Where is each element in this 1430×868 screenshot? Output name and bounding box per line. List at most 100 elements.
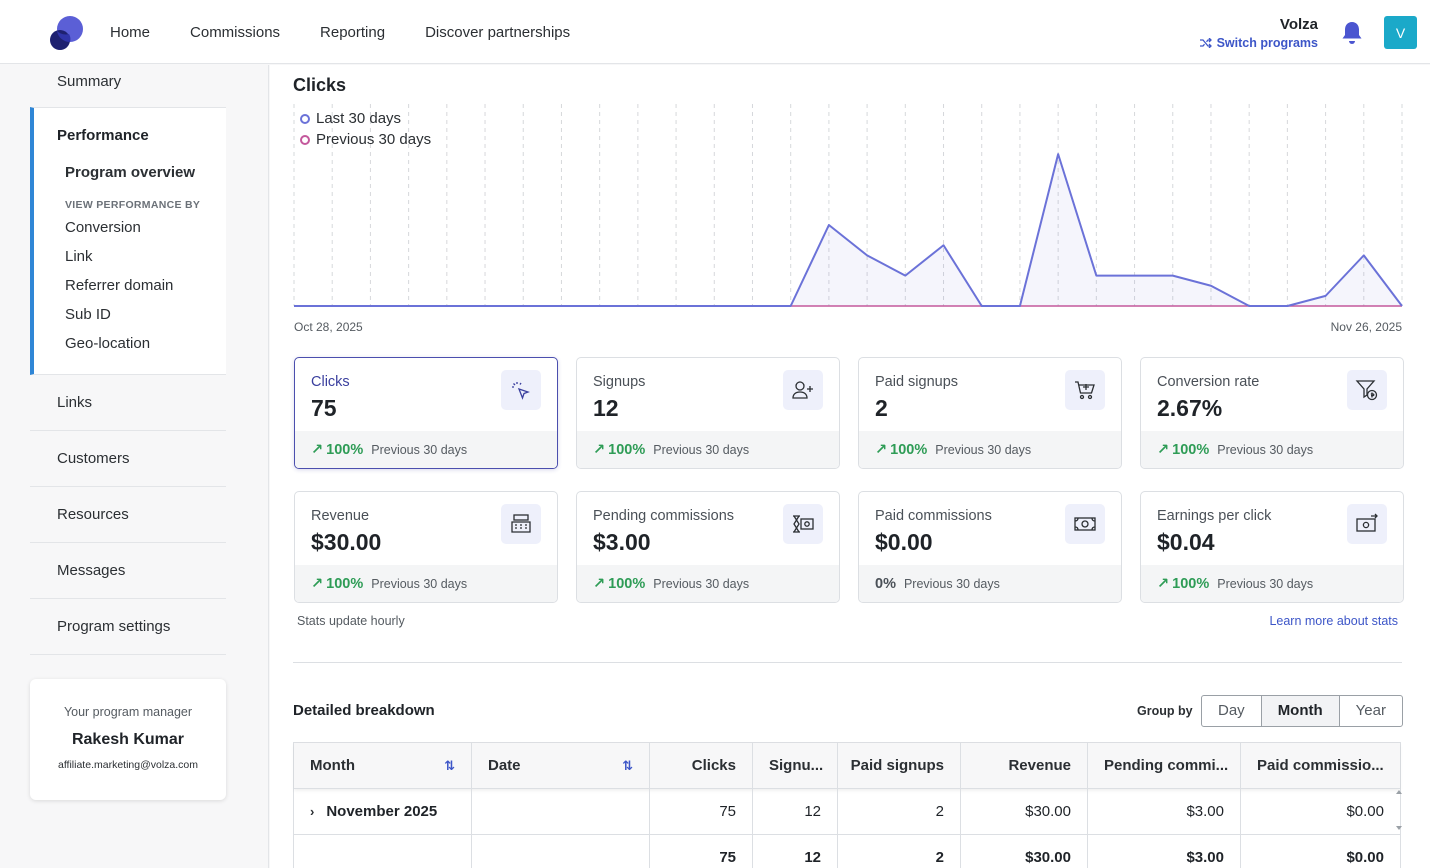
sidebar-item-links[interactable]: Links xyxy=(30,375,226,431)
data-point[interactable] xyxy=(902,273,908,279)
stat-card-revenue[interactable]: Revenue $30.00 ↗ 100% Previous 30 days xyxy=(294,491,558,603)
sidebar-item-performance[interactable]: Performance xyxy=(57,127,149,144)
data-point[interactable] xyxy=(1208,283,1214,289)
stat-change-value: 0% xyxy=(875,575,896,592)
data-point[interactable] xyxy=(1170,273,1176,279)
nav-reporting[interactable]: Reporting xyxy=(320,23,386,41)
group-by-day[interactable]: Day xyxy=(1202,696,1262,726)
data-point[interactable] xyxy=(1323,293,1329,299)
data-point[interactable] xyxy=(1017,303,1023,309)
col-header-revenue[interactable]: Revenue xyxy=(961,743,1088,788)
col-header-clicks[interactable]: Clicks xyxy=(650,743,753,788)
col-header-paid-commissions[interactable]: Paid commissio... xyxy=(1257,757,1384,774)
cell-date xyxy=(472,835,650,868)
data-point[interactable] xyxy=(520,303,526,309)
stat-card-conversion-rate[interactable]: Conversion rate 2.67% ↗ 100% Previous 30 … xyxy=(1140,357,1404,469)
user-avatar[interactable]: V xyxy=(1384,16,1417,49)
cell-date xyxy=(472,789,650,834)
group-by-month[interactable]: Month xyxy=(1261,696,1340,726)
group-by-year[interactable]: Year xyxy=(1355,702,1386,719)
sidebar-item-conversion[interactable]: Conversion xyxy=(65,219,141,236)
legend-dot-last xyxy=(300,113,310,124)
data-point[interactable] xyxy=(1246,303,1252,309)
data-point[interactable] xyxy=(749,303,755,309)
data-point[interactable] xyxy=(1055,151,1061,157)
arrow-up-right-icon: ↗ xyxy=(1157,441,1170,458)
data-point[interactable] xyxy=(788,303,794,309)
data-point[interactable] xyxy=(558,303,564,309)
data-point[interactable] xyxy=(1132,273,1138,279)
stat-card-clicks[interactable]: Clicks 75 ↗ 100% Previous 30 days xyxy=(294,357,558,469)
group-by-label: Group by xyxy=(1137,704,1193,718)
col-header-paid-signups[interactable]: Paid signups xyxy=(838,743,961,788)
data-point[interactable] xyxy=(711,303,717,309)
sidebar-item-referrer-domain[interactable]: Referrer domain xyxy=(65,277,174,294)
stat-value: $3.00 xyxy=(593,529,651,555)
sidebar-item-sub-id[interactable]: Sub ID xyxy=(65,306,111,323)
sidebar-item-link[interactable]: Link xyxy=(65,248,93,265)
table-total-row: 75 12 2 $30.00 $3.00 $0.00 xyxy=(294,835,1400,868)
stat-card-earnings-per-click[interactable]: Earnings per click $0.04 ↗ 100% Previous … xyxy=(1140,491,1404,603)
stat-footer: ↗ 100% Previous 30 days xyxy=(295,431,557,468)
nav-home[interactable]: Home xyxy=(110,23,151,41)
sidebar-item-customers[interactable]: Customers xyxy=(30,431,226,487)
sidebar-item-messages[interactable]: Messages xyxy=(30,543,226,599)
col-header-pending-commissions[interactable]: Pending commi... xyxy=(1088,743,1241,788)
table-row[interactable]: › November 2025 75 12 2 $30.00 $3.00 $0.0… xyxy=(294,789,1400,835)
data-point[interactable] xyxy=(444,303,450,309)
stat-card-paid-commissions[interactable]: Paid commissions $0.00 0% Previous 30 da… xyxy=(858,491,1122,603)
sidebar-item-geo-location[interactable]: Geo-location xyxy=(65,335,151,352)
data-point[interactable] xyxy=(329,303,335,309)
data-point[interactable] xyxy=(293,303,297,309)
sidebar-item-program-overview[interactable]: Program overview xyxy=(65,164,196,181)
click-icon xyxy=(501,370,541,410)
data-point[interactable] xyxy=(1093,273,1099,279)
bell-icon[interactable] xyxy=(1340,20,1364,46)
stat-card-signups[interactable]: Signups 12 ↗ 100% Previous 30 days xyxy=(576,357,840,469)
data-point[interactable] xyxy=(864,252,870,258)
legend-previous-30[interactable]: Previous 30 days xyxy=(300,129,431,150)
chevron-right-icon[interactable]: › xyxy=(310,804,315,819)
data-point[interactable] xyxy=(482,303,488,309)
arrow-up-right-icon: ↗ xyxy=(311,441,324,458)
stat-card-pending-commissions[interactable]: Pending commissions $3.00 ↗ 100% Previous… xyxy=(576,491,840,603)
cart-plus-icon xyxy=(1065,370,1105,410)
stat-change: ↗ 100% xyxy=(593,442,645,458)
legend-last-30[interactable]: Last 30 days xyxy=(300,108,431,129)
total-clicks: 75 xyxy=(650,835,753,868)
switch-programs-link[interactable]: Switch programs xyxy=(1199,36,1318,50)
sidebar-item-summary[interactable]: Summary xyxy=(57,73,122,90)
data-point[interactable] xyxy=(1361,252,1367,258)
sidebar-item-resources[interactable]: Resources xyxy=(30,487,226,543)
data-point[interactable] xyxy=(941,242,947,248)
stat-label: Earnings per click xyxy=(1157,508,1272,524)
stat-label: Conversion rate xyxy=(1157,374,1260,390)
sort-icon[interactable]: ⇅ xyxy=(444,757,455,773)
col-header-date[interactable]: Date ⇅ xyxy=(472,743,650,788)
data-point[interactable] xyxy=(673,303,679,309)
data-point[interactable] xyxy=(367,303,373,309)
col-header-month[interactable]: Month ⇅ xyxy=(294,743,472,788)
program-manager-email[interactable]: affiliate.marketing@volza.com xyxy=(57,759,199,771)
sidebar-item-program-settings[interactable]: Program settings xyxy=(30,599,226,655)
data-point[interactable] xyxy=(406,303,412,309)
stat-footer: ↗ 100% Previous 30 days xyxy=(859,431,1121,468)
data-point[interactable] xyxy=(979,303,985,309)
table-header-row: Month ⇅ Date ⇅ Clicks Signu... Paid signup… xyxy=(294,743,1400,789)
app-logo[interactable] xyxy=(48,12,86,52)
data-point[interactable] xyxy=(826,222,832,228)
cell-signups: 12 xyxy=(753,789,838,834)
data-point[interactable] xyxy=(635,303,641,309)
nav-commissions[interactable]: Commissions xyxy=(190,23,281,41)
data-point[interactable] xyxy=(597,303,603,309)
stat-footer: ↗ 100% Previous 30 days xyxy=(577,431,839,468)
table-scrollbar[interactable] xyxy=(1396,790,1402,830)
nav-discover-partnerships[interactable]: Discover partnerships xyxy=(425,23,571,41)
stat-card-paid-signups[interactable]: Paid signups 2 ↗ 100% Previous 30 days xyxy=(858,357,1122,469)
data-point[interactable] xyxy=(1284,303,1290,309)
learn-more-link[interactable]: Learn more about stats xyxy=(1269,614,1398,628)
arrow-up-right-icon: ↗ xyxy=(875,441,888,458)
sort-icon[interactable]: ⇅ xyxy=(622,757,633,773)
cell-month xyxy=(294,835,472,868)
col-header-signups[interactable]: Signu... xyxy=(753,743,838,788)
